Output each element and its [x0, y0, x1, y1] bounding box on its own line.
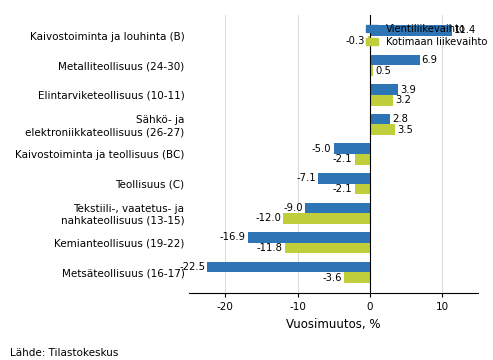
Bar	[207, 262, 370, 272]
Bar	[247, 232, 370, 243]
Text: 0.5: 0.5	[376, 66, 391, 76]
Text: -2.1: -2.1	[333, 154, 352, 164]
Text: -16.9: -16.9	[219, 233, 246, 242]
Bar	[354, 184, 370, 194]
Text: 2.8: 2.8	[392, 114, 408, 124]
Text: -9.0: -9.0	[283, 203, 303, 213]
Bar	[368, 36, 370, 46]
Text: 6.9: 6.9	[422, 55, 438, 65]
Text: -2.1: -2.1	[333, 184, 352, 194]
Bar	[370, 114, 390, 125]
Bar	[283, 213, 370, 224]
Bar	[284, 243, 370, 253]
Bar	[344, 272, 370, 283]
Bar	[370, 55, 420, 65]
Bar	[334, 143, 370, 154]
Text: 11.4: 11.4	[454, 25, 476, 35]
Bar	[318, 173, 370, 184]
X-axis label: Vuosimuutos, %: Vuosimuutos, %	[286, 318, 381, 330]
Text: 3.9: 3.9	[400, 85, 416, 95]
Text: 3.5: 3.5	[397, 125, 413, 135]
Bar	[305, 203, 370, 213]
Text: Lähde: Tilastokeskus: Lähde: Tilastokeskus	[10, 348, 118, 358]
Text: -12.0: -12.0	[255, 213, 281, 224]
Bar	[370, 65, 373, 76]
Text: 3.2: 3.2	[395, 95, 411, 105]
Bar	[370, 95, 393, 105]
Text: -5.0: -5.0	[312, 144, 331, 154]
Bar	[370, 25, 452, 36]
Bar	[370, 125, 395, 135]
Text: -22.5: -22.5	[179, 262, 205, 272]
Text: -0.3: -0.3	[346, 36, 365, 46]
Text: -11.8: -11.8	[256, 243, 282, 253]
Text: -3.6: -3.6	[322, 273, 342, 283]
Bar	[354, 154, 370, 165]
Legend: Vientiliikevaihto, Kotimaan liikevaihto: Vientiliikevaihto, Kotimaan liikevaihto	[362, 20, 491, 51]
Text: -7.1: -7.1	[297, 173, 317, 183]
Bar	[370, 84, 398, 95]
